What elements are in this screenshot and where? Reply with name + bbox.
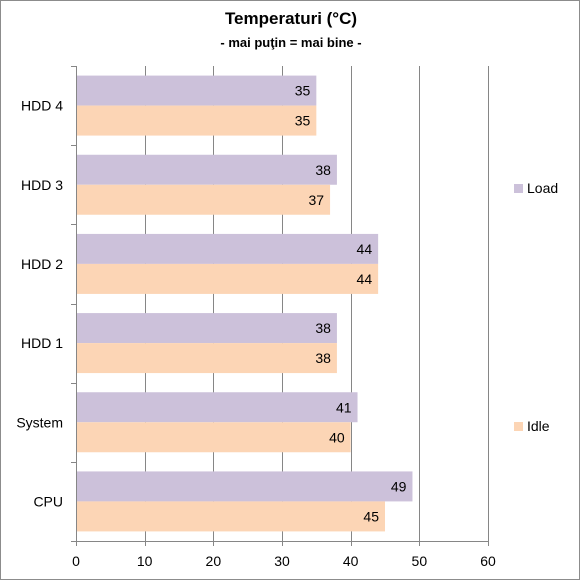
category-label: CPU bbox=[33, 493, 63, 509]
data-label: 38 bbox=[315, 350, 331, 366]
category-label: HDD 3 bbox=[21, 177, 63, 193]
category-label: HDD 2 bbox=[21, 256, 63, 272]
category-label: HDD 1 bbox=[21, 335, 63, 351]
bar-idle-system bbox=[76, 422, 351, 453]
legend-label-idle: Idle bbox=[527, 418, 550, 434]
data-label: 37 bbox=[308, 192, 324, 208]
data-label: 35 bbox=[295, 83, 311, 99]
data-label: 45 bbox=[363, 508, 379, 524]
x-tick-label: 10 bbox=[137, 553, 153, 569]
x-tick-label: 50 bbox=[412, 553, 428, 569]
x-tick-label: 0 bbox=[72, 553, 80, 569]
data-label: 44 bbox=[357, 241, 373, 257]
category-label: System bbox=[16, 414, 63, 430]
legend-item-idle: Idle bbox=[514, 418, 550, 434]
data-label: 38 bbox=[315, 162, 331, 178]
x-tick-label: 20 bbox=[206, 553, 222, 569]
data-label: 35 bbox=[295, 113, 311, 129]
bar-idle-hdd-2 bbox=[76, 263, 379, 294]
bar-idle-hdd-3 bbox=[76, 184, 331, 215]
data-label: 49 bbox=[391, 478, 407, 494]
x-tick-label: 40 bbox=[343, 553, 359, 569]
legend-swatch-idle bbox=[514, 421, 523, 431]
bar-load-system bbox=[76, 392, 358, 423]
legend-swatch-load bbox=[514, 183, 523, 193]
legend-label-load: Load bbox=[527, 180, 559, 196]
bar-load-hdd-4 bbox=[76, 75, 317, 106]
bar-idle-hdd-1 bbox=[76, 343, 337, 374]
data-label: 38 bbox=[315, 320, 331, 336]
bar-load-hdd-3 bbox=[76, 154, 337, 185]
chart-subtitle: - mai puţin = mai bine - bbox=[220, 35, 362, 50]
x-tick-label: 30 bbox=[274, 553, 290, 569]
bar-load-cpu bbox=[76, 471, 413, 502]
data-label: 41 bbox=[336, 399, 352, 415]
category-label: HDD 4 bbox=[21, 98, 63, 114]
data-label: 44 bbox=[357, 271, 373, 287]
x-tick-label: 60 bbox=[480, 553, 496, 569]
data-label: 40 bbox=[329, 429, 345, 445]
bar-load-hdd-2 bbox=[76, 233, 379, 264]
bar-idle-cpu bbox=[76, 501, 385, 532]
bar-load-hdd-1 bbox=[76, 313, 337, 344]
chart-title: Temperaturi (°C) bbox=[224, 9, 358, 28]
legend-item-load: Load bbox=[514, 180, 558, 196]
bar-idle-hdd-4 bbox=[76, 105, 317, 136]
